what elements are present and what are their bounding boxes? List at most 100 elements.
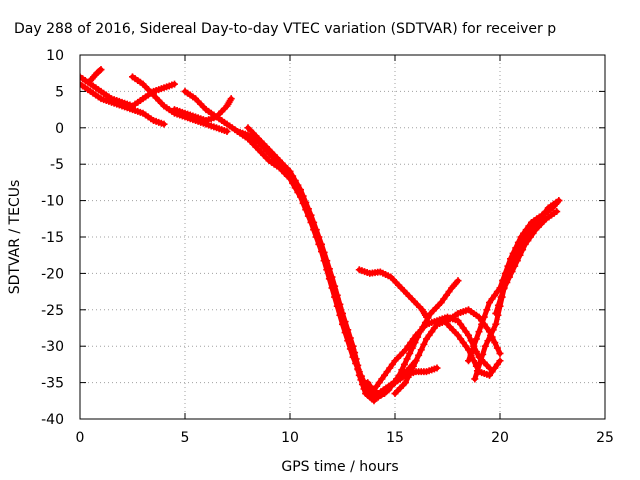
data-point <box>492 320 500 328</box>
data-point <box>442 291 450 299</box>
data-point <box>333 291 341 299</box>
data-point <box>407 368 415 376</box>
data-point <box>325 265 333 273</box>
data-point <box>465 331 472 339</box>
data-point <box>502 277 510 285</box>
series-line <box>130 74 230 134</box>
data-point <box>294 181 302 189</box>
data-point <box>412 357 420 365</box>
data-point <box>315 233 323 241</box>
x-tick-label: 5 <box>181 430 190 446</box>
data-point <box>323 257 331 265</box>
data-point <box>398 366 406 374</box>
data-point <box>483 324 491 332</box>
data-point <box>491 291 499 299</box>
data-point <box>421 319 429 327</box>
data-point <box>360 377 367 385</box>
data-series <box>129 73 231 135</box>
x-tick-label: 15 <box>386 430 404 446</box>
data-series <box>234 127 399 405</box>
series-line <box>235 128 398 404</box>
data-point <box>375 379 383 387</box>
data-point <box>318 240 325 248</box>
data-point <box>171 80 178 88</box>
data-point <box>402 346 409 354</box>
data-point <box>341 318 349 326</box>
data-point <box>488 295 496 303</box>
y-tick-label: 0 <box>55 121 64 137</box>
data-point <box>366 382 374 390</box>
axis-layer: 0 5 10 15 20 25 -40 -35 -30 -25 -20 -15 -10 -5 0 5 10 <box>41 48 614 446</box>
series-line <box>245 125 419 396</box>
data-point <box>420 340 428 348</box>
data-point <box>454 331 462 339</box>
data-series <box>80 80 168 128</box>
data-point <box>465 357 472 365</box>
data-point <box>491 339 499 347</box>
data-point <box>414 333 422 341</box>
data-point <box>331 282 339 290</box>
data-point <box>355 368 363 376</box>
series-line <box>466 198 562 364</box>
data-point <box>494 301 502 309</box>
data-point <box>433 364 441 372</box>
data-point <box>299 192 307 200</box>
data-point <box>328 273 336 281</box>
y-tick-label: 10 <box>46 48 64 64</box>
data-point <box>457 320 465 328</box>
y-tick-label: -40 <box>41 412 64 428</box>
data-point <box>476 359 484 367</box>
data-point <box>404 373 412 381</box>
data-point <box>160 120 168 128</box>
chart-title: Day 288 of 2016, Sidereal Day-to-day VTE… <box>14 21 556 37</box>
x-tick-label: 10 <box>281 430 299 446</box>
data-point <box>462 328 470 336</box>
y-tick-label: 5 <box>55 84 64 100</box>
data-point <box>227 95 235 103</box>
data-point <box>408 344 416 352</box>
data-point <box>369 386 377 394</box>
data-point <box>496 357 504 365</box>
data-point <box>505 270 513 278</box>
data-series <box>492 197 563 317</box>
data-point <box>400 360 408 368</box>
data-series <box>465 197 563 365</box>
data-point <box>386 364 394 372</box>
data-point <box>457 335 465 343</box>
data-point <box>440 295 448 303</box>
data-point <box>513 251 521 259</box>
data-point <box>307 211 315 219</box>
data-point <box>534 218 542 226</box>
data-point <box>406 349 414 357</box>
data-point <box>428 328 436 336</box>
data-point <box>354 361 362 369</box>
data-point <box>492 309 500 317</box>
data-point <box>491 364 499 372</box>
data-point <box>373 382 381 390</box>
data-point <box>493 288 501 296</box>
data-point <box>96 66 104 74</box>
data-point <box>497 293 505 301</box>
data-point <box>493 344 501 352</box>
data-point <box>97 66 105 74</box>
data-point <box>489 326 497 334</box>
data-point <box>472 335 480 343</box>
data-point <box>423 335 430 343</box>
data-point <box>508 264 516 272</box>
data-point <box>430 324 438 332</box>
data-series <box>244 124 420 398</box>
data-point <box>521 235 529 243</box>
data-point <box>336 300 344 308</box>
data-point <box>488 368 496 376</box>
data-point <box>539 211 547 219</box>
plot-frame <box>79 54 606 420</box>
data-point <box>425 331 433 339</box>
data-point <box>481 342 489 350</box>
data-point <box>542 208 550 216</box>
data-point <box>415 351 423 359</box>
data-point <box>462 342 470 350</box>
data-point <box>297 186 304 194</box>
y-tick-label: -30 <box>41 339 64 355</box>
data-point <box>302 198 310 206</box>
data-point <box>486 371 493 379</box>
